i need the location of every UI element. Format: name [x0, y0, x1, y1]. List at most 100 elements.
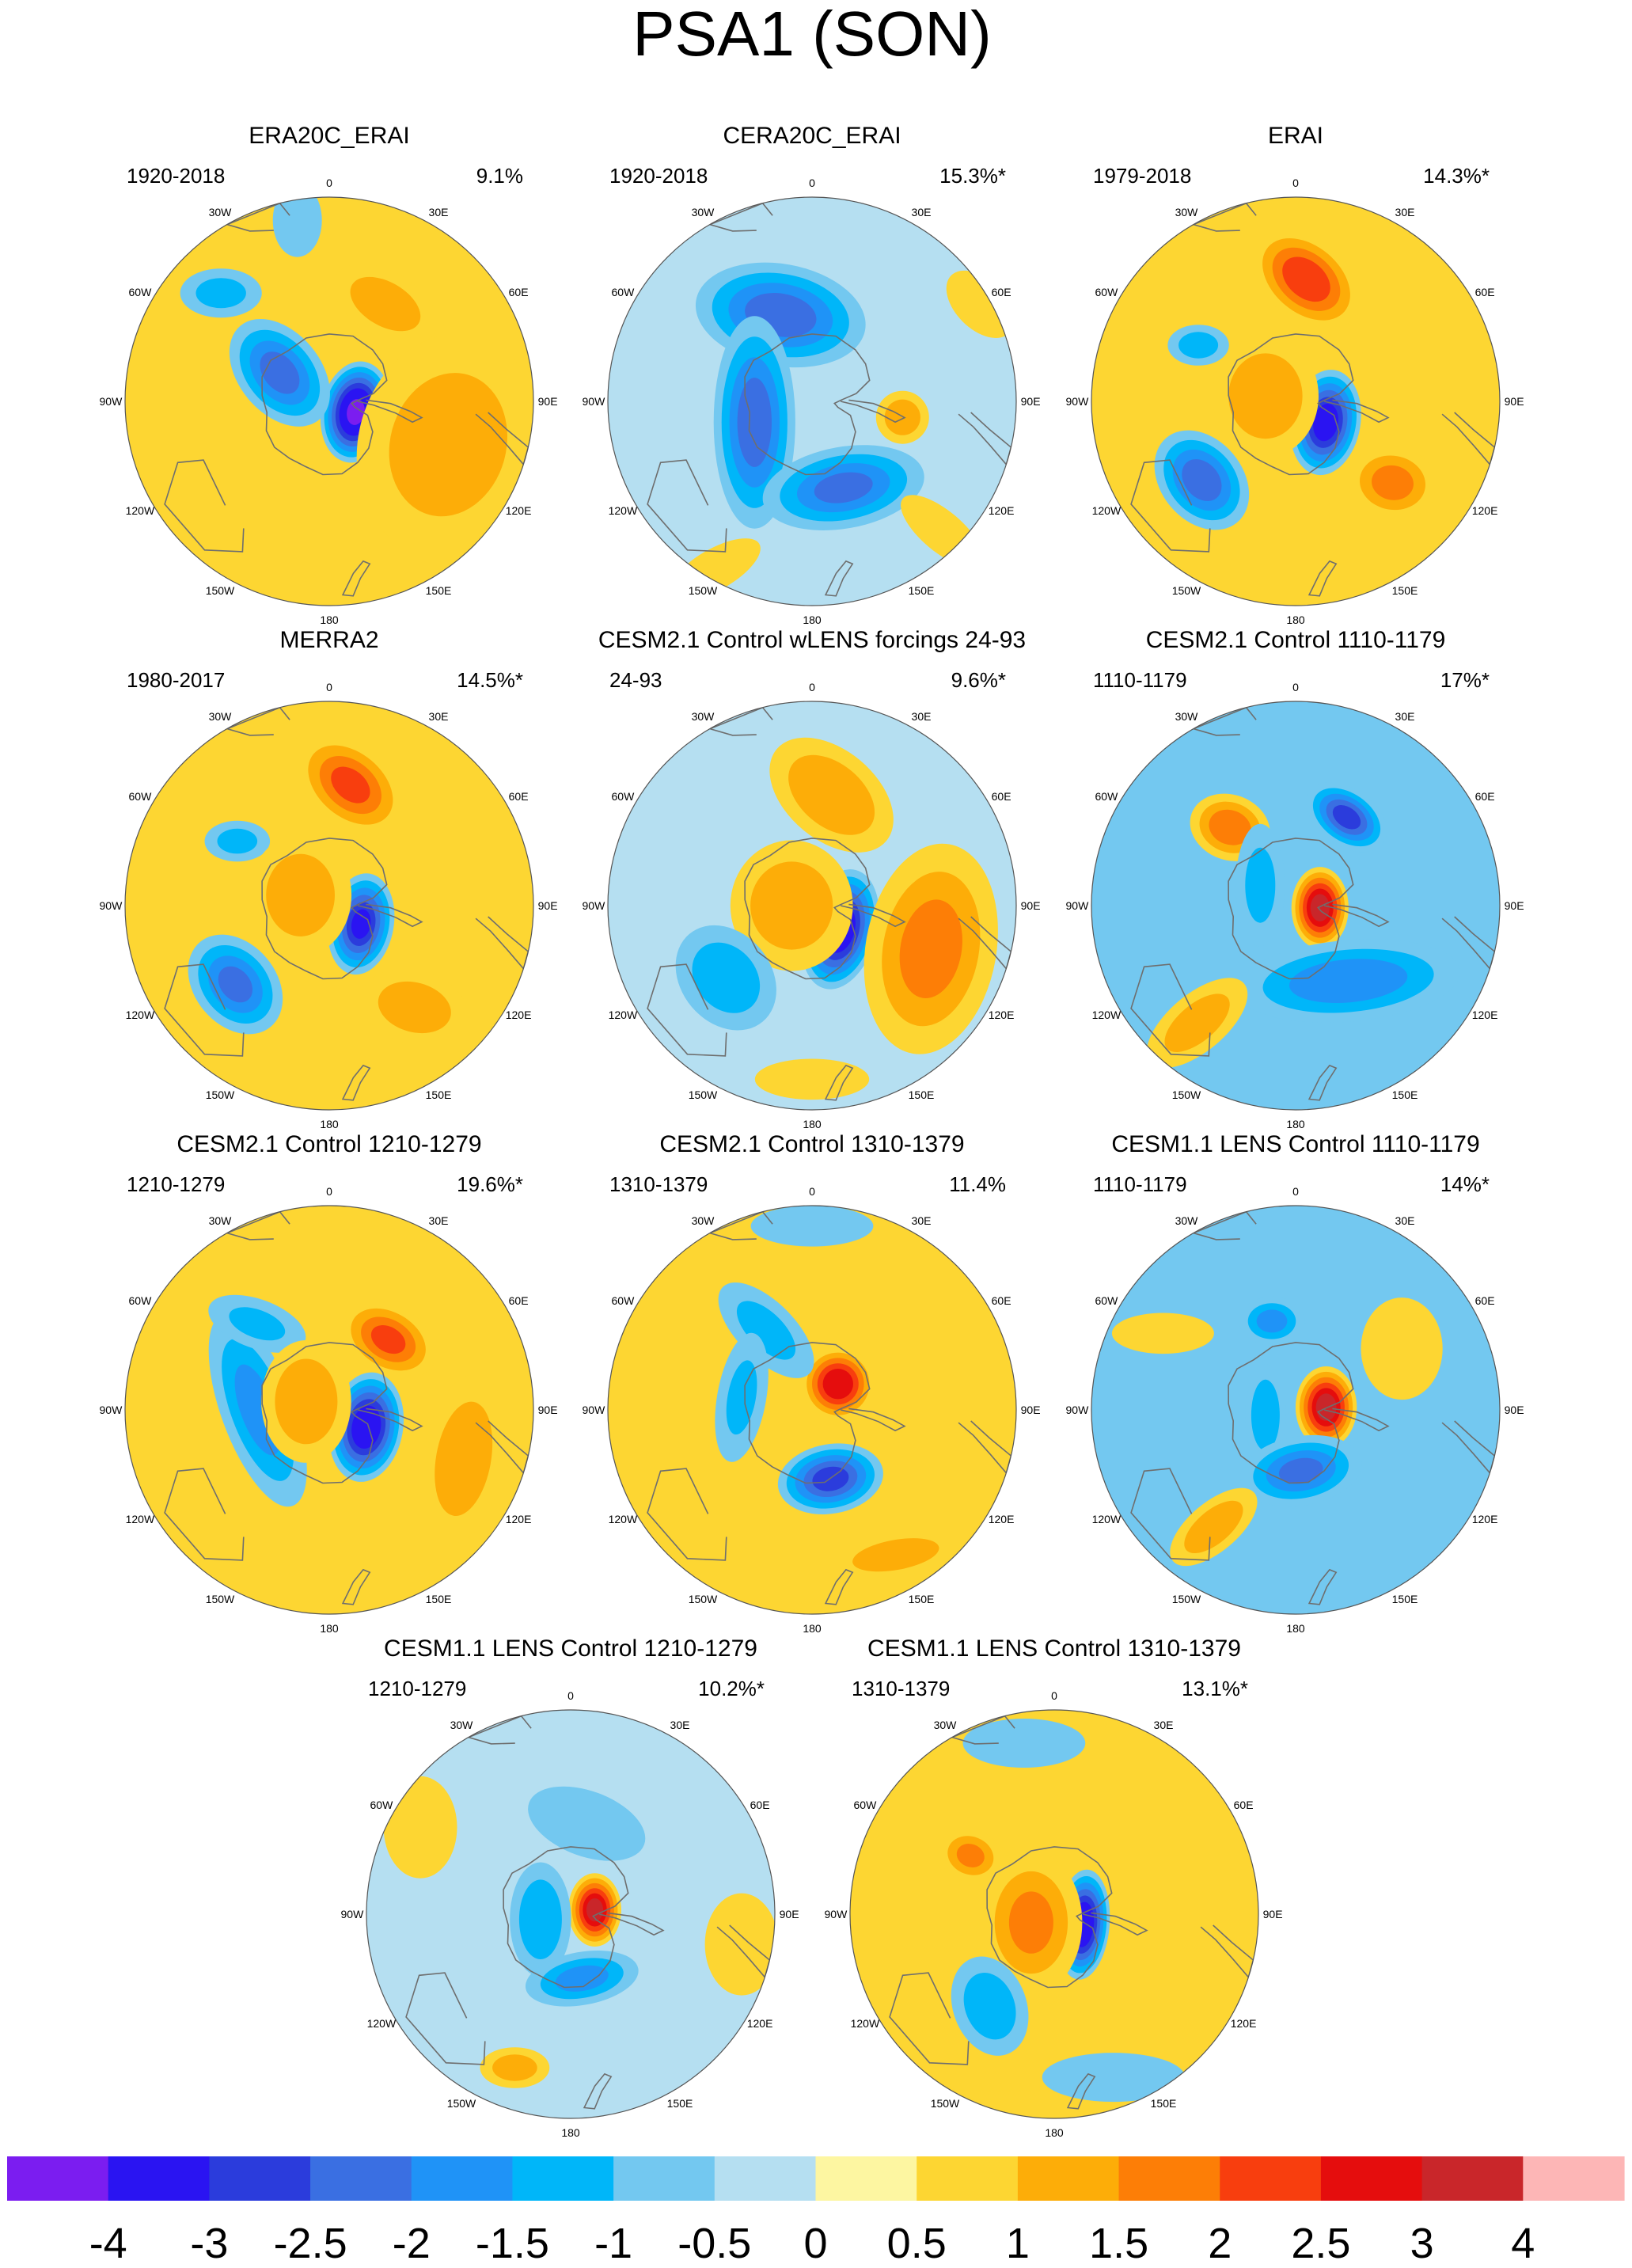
- anomaly-field: [208, 1294, 507, 1544]
- panel-title: CESM1.1 LENS Control 1110-1179: [1111, 1131, 1479, 1157]
- australia-coast: [164, 1468, 245, 1561]
- longitude-label: 0: [567, 1689, 574, 1702]
- contour-level: [435, 1401, 493, 1516]
- longitude-label: 90E: [780, 1908, 799, 1920]
- contour-level: [788, 754, 875, 835]
- longitude-label: 60W: [854, 1799, 878, 1811]
- colorbar-label: 3: [1410, 2220, 1434, 2264]
- longitude-label: 150E: [667, 2097, 693, 2110]
- longitude-label: 120W: [609, 504, 638, 517]
- contour-level: [218, 966, 253, 1003]
- longitude-label: 120E: [506, 504, 532, 517]
- contour-level: [1184, 1500, 1243, 1554]
- colorbar-label: 2.5: [1291, 2220, 1350, 2264]
- panel-period: 1920-2018: [127, 164, 225, 188]
- longitude-label: 180: [561, 2126, 580, 2139]
- longitude-label: 0: [326, 1185, 332, 1198]
- longitude-label: 60W: [129, 286, 153, 298]
- panel-variance: 14%*: [1440, 1172, 1490, 1196]
- panel-title: CERA20C_ERAI: [723, 123, 901, 149]
- longitude-label: 150E: [1392, 1088, 1418, 1101]
- colorbar-label: -1.5: [476, 2220, 549, 2264]
- contour-level: [1332, 805, 1361, 830]
- contour-level: [266, 853, 335, 936]
- colorbar-swatch: [512, 2156, 614, 2201]
- contour-level: [347, 399, 365, 425]
- longitude-label: 90E: [1021, 395, 1041, 408]
- longitude-label: 150W: [1172, 1088, 1201, 1101]
- longitude-label: 90W: [1066, 395, 1090, 408]
- longitude-label: 180: [1286, 1118, 1305, 1130]
- new-zealand-coast: [1307, 560, 1338, 597]
- longitude-label: 150E: [426, 1088, 452, 1101]
- longitude-label: 120E: [1472, 504, 1498, 517]
- contour-level: [704, 1893, 775, 1996]
- panel-period: 1980-2017: [127, 668, 225, 692]
- new-zealand-coast: [1066, 2072, 1096, 2110]
- colorbar-swatch: [310, 2156, 412, 2201]
- longitude-label: 0: [326, 681, 332, 693]
- contour-level: [814, 472, 873, 503]
- coastlines: [889, 1715, 1254, 2110]
- longitude-label: 90E: [538, 395, 558, 408]
- anomaly-field: [1111, 1296, 1443, 1567]
- panel-variance: 15.3%*: [939, 164, 1006, 188]
- australia-coast: [647, 1468, 727, 1561]
- panel-period: 24-93: [609, 668, 662, 692]
- longitude-label: 120W: [1092, 504, 1122, 517]
- contour-level: [1251, 1379, 1280, 1451]
- peninsula-coast: [840, 903, 906, 928]
- contour-level: [822, 1369, 854, 1400]
- longitude-label: 0: [1292, 177, 1299, 189]
- longitude-label: 150W: [206, 1593, 235, 1605]
- peninsula-coast: [1082, 1912, 1148, 1936]
- longitude-label: 180: [1286, 614, 1305, 626]
- longitude-label: 120W: [1092, 1513, 1122, 1525]
- longitude-label: 90E: [538, 1404, 558, 1416]
- australia-coast: [1130, 459, 1211, 553]
- longitude-label: 60E: [992, 286, 1011, 298]
- map-rim: [607, 701, 1017, 1111]
- antarctica-coast: [261, 333, 388, 476]
- map-panel: 0 30E 60E 90E 120E 150E 180 150W 120W 90W 60W 30W ME…: [100, 627, 558, 1130]
- new-zealand-coast: [341, 560, 371, 597]
- contour-level: [750, 861, 833, 950]
- longitude-label: 30E: [670, 1719, 690, 1731]
- antarctica-coast: [261, 838, 388, 980]
- contour-level: [692, 942, 761, 1013]
- contour-level: [1228, 353, 1303, 439]
- antarctica-coast: [986, 1846, 1113, 1989]
- map-panel: 0 30E 60E 90E 120E 150E 180 150W 120W 90W 60W 30W ER…: [1066, 123, 1524, 626]
- contour-level: [518, 1879, 562, 1959]
- longitude-label: 120W: [126, 504, 155, 517]
- contour-level: [1111, 1313, 1214, 1354]
- longitude-label: 120E: [1472, 1513, 1498, 1525]
- longitude-label: 0: [1292, 1185, 1299, 1198]
- panel-variance: 14.5%*: [457, 668, 523, 692]
- colorbar-swatch: [714, 2156, 817, 2201]
- antarctica-coast: [744, 1342, 871, 1484]
- longitude-label: 90E: [1021, 899, 1041, 912]
- longitude-label: 60E: [509, 286, 529, 298]
- map-panel: 0 30E 60E 90E 120E 150E 180 150W 120W 90W 60W 30W CE…: [100, 1131, 558, 1635]
- longitude-label: 60W: [129, 1294, 153, 1307]
- longitude-label: 30W: [692, 710, 715, 723]
- panel-variance: 9.6%*: [951, 668, 1006, 692]
- contour-level: [331, 766, 370, 803]
- panel-variance: 17%*: [1440, 668, 1490, 692]
- panel-period: 1110-1179: [1093, 668, 1187, 692]
- new-zealand-coast: [1307, 1568, 1338, 1605]
- map-panel: 0 30E 60E 90E 120E 150E 180 150W 120W 90W 60W 30W CE…: [825, 1635, 1283, 2139]
- anomaly-field: [188, 735, 469, 1046]
- contour-level: [272, 197, 322, 257]
- longitude-label: 150E: [426, 1593, 452, 1605]
- longitude-label: 120W: [126, 1009, 155, 1021]
- contour-level: [963, 1973, 1016, 2040]
- contour-level: [351, 909, 371, 939]
- contour-level: [1164, 993, 1230, 1052]
- map-panels: 0 30E 60E 90E 120E 150E 180 150W 120W 90W 60W 30W ER…: [100, 123, 1524, 2139]
- panel-variance: 19.6%*: [457, 1172, 523, 1196]
- contour-level: [217, 828, 258, 854]
- longitude-label: 120W: [367, 2017, 397, 2030]
